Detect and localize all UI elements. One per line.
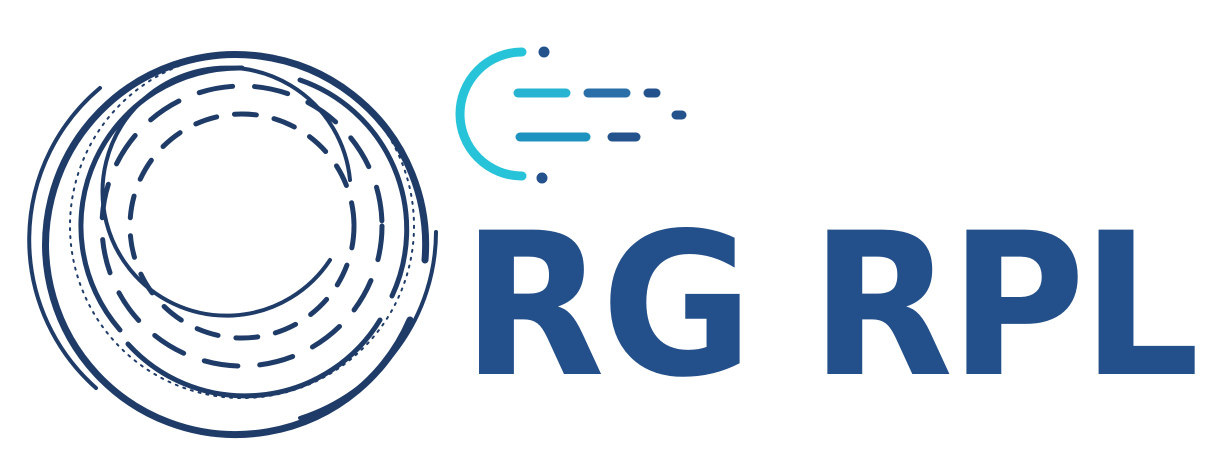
inner-ring-arc-a	[78, 65, 245, 333]
dashed-ring-inner	[127, 111, 357, 341]
speed-lines-icon	[455, 46, 687, 184]
outer-arc-left	[27, 86, 102, 390]
inner-ring-arc-b	[125, 317, 383, 399]
speed-arc	[455, 47, 527, 181]
speed-dot-bottom	[536, 172, 548, 184]
wordmark: RG RPL	[462, 190, 1196, 421]
speed-dot-top	[538, 46, 550, 58]
inner-ring-arc-c	[297, 77, 410, 299]
dashed-ring-middle	[99, 83, 385, 369]
concentric-dashed-rings-icon	[27, 51, 438, 438]
outer-arc-right	[298, 230, 438, 420]
thin-inner-ring	[100, 65, 352, 318]
dotted-ring	[69, 53, 415, 399]
